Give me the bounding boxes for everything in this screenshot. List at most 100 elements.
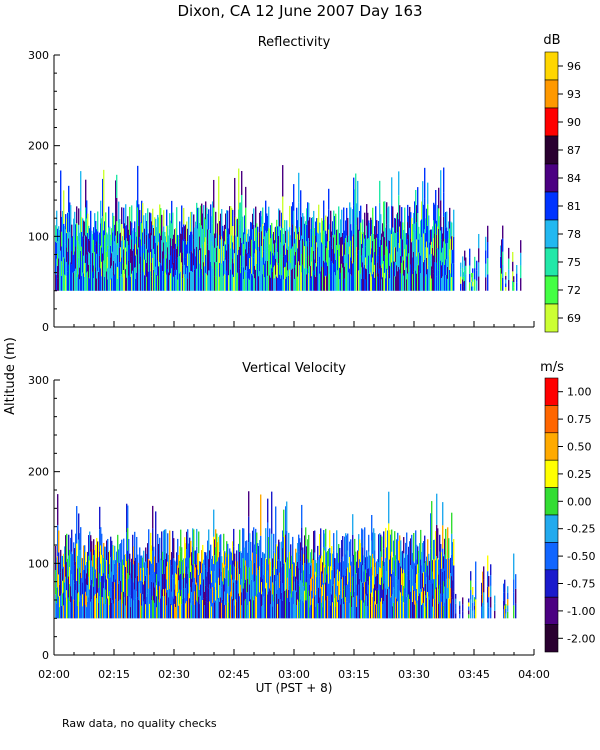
echo-cell bbox=[379, 180, 381, 203]
echo-cell bbox=[294, 255, 296, 268]
echo-cell bbox=[61, 593, 63, 606]
echo-cell bbox=[279, 542, 281, 558]
echo-cell bbox=[73, 561, 75, 581]
echo-cell bbox=[93, 227, 95, 240]
echo-cell bbox=[396, 214, 398, 240]
echo-cell bbox=[282, 600, 284, 619]
echo-cell bbox=[183, 588, 185, 604]
echo-cell bbox=[58, 274, 60, 291]
echo-cell bbox=[276, 593, 278, 619]
echo-cell bbox=[239, 202, 241, 225]
echo-cell bbox=[488, 607, 490, 619]
echo-cell bbox=[392, 227, 394, 249]
echo-cell bbox=[315, 583, 317, 596]
echo-cell bbox=[335, 213, 337, 230]
echo-cell bbox=[451, 277, 453, 291]
echo-cell bbox=[310, 565, 312, 579]
echo-cell bbox=[303, 586, 305, 603]
echo-cell bbox=[130, 561, 132, 574]
echo-cell bbox=[99, 244, 101, 256]
echo-cell bbox=[195, 221, 197, 239]
echo-cell bbox=[131, 205, 133, 223]
echo-cell bbox=[203, 233, 205, 263]
echo-cell bbox=[236, 601, 238, 619]
echo-cell bbox=[411, 217, 413, 243]
echo-cell bbox=[146, 248, 148, 263]
echo-cell bbox=[274, 278, 276, 291]
echo-cell bbox=[368, 220, 370, 238]
echo-cell bbox=[381, 577, 383, 598]
echo-cell bbox=[438, 187, 440, 209]
echo-cell bbox=[371, 592, 373, 619]
echo-cell bbox=[161, 265, 163, 291]
echo-cell bbox=[254, 544, 256, 563]
echo-cell bbox=[190, 271, 192, 291]
echo-cell bbox=[414, 268, 416, 291]
echo-cell bbox=[85, 262, 87, 291]
echo-cell bbox=[185, 558, 187, 574]
echo-cell bbox=[91, 599, 93, 619]
echo-cell bbox=[296, 269, 298, 291]
echo-cell bbox=[71, 573, 73, 597]
echo-cell bbox=[359, 230, 361, 251]
echo-cell bbox=[395, 247, 397, 262]
echo-cell bbox=[68, 576, 70, 598]
echo-cell bbox=[197, 602, 199, 619]
echo-cell bbox=[90, 585, 92, 602]
echo-cell bbox=[379, 533, 381, 551]
echo-cell bbox=[359, 270, 361, 291]
echo-cell bbox=[165, 272, 167, 291]
echo-cell bbox=[389, 530, 391, 560]
echo-cell bbox=[421, 551, 423, 566]
echo-cell bbox=[249, 584, 251, 602]
echo-cell bbox=[340, 255, 342, 273]
echo-cell bbox=[368, 273, 370, 291]
echo-cell bbox=[442, 262, 444, 277]
echo-cell bbox=[90, 264, 92, 291]
echo-cell bbox=[194, 577, 196, 592]
echo-cell bbox=[230, 564, 232, 579]
echo-cell bbox=[299, 227, 301, 240]
echo-cell bbox=[88, 576, 90, 598]
echo-cell bbox=[175, 584, 177, 596]
echo-cell bbox=[294, 243, 296, 256]
echo-cell bbox=[310, 241, 312, 254]
echo-cell bbox=[324, 601, 326, 619]
echo-cell bbox=[445, 528, 447, 559]
echo-cell bbox=[123, 565, 125, 592]
echo-cell bbox=[268, 536, 270, 565]
echo-cell bbox=[234, 177, 236, 216]
echo-cell bbox=[73, 580, 75, 600]
echo-cell bbox=[55, 241, 57, 259]
echo-cell bbox=[262, 274, 264, 291]
echo-cell bbox=[384, 561, 386, 581]
echo-cell bbox=[167, 225, 169, 248]
echo-cell bbox=[131, 578, 133, 599]
echo-cell bbox=[121, 224, 123, 241]
echo-cell bbox=[422, 235, 424, 264]
echo-cell bbox=[319, 239, 321, 257]
echo-cell bbox=[513, 279, 515, 283]
echo-cell bbox=[417, 600, 419, 619]
echo-cell bbox=[429, 230, 431, 243]
echo-cell bbox=[305, 545, 307, 564]
echo-cell bbox=[136, 536, 138, 565]
echo-cell bbox=[383, 548, 385, 567]
echo-cell bbox=[146, 220, 148, 235]
echo-cell bbox=[95, 267, 97, 291]
echo-cell bbox=[117, 243, 119, 255]
echo-cell bbox=[151, 235, 153, 250]
echo-cell bbox=[390, 597, 392, 619]
echo-cell bbox=[383, 531, 385, 549]
echo-cell bbox=[120, 599, 122, 619]
echo-cell bbox=[412, 274, 414, 291]
echo-cell bbox=[219, 535, 221, 552]
y-tick-label: 0 bbox=[42, 321, 49, 334]
echo-cell bbox=[141, 268, 143, 291]
echo-cell bbox=[387, 269, 389, 291]
colorbar-label: 84 bbox=[567, 172, 581, 185]
echo-cell bbox=[406, 532, 408, 554]
echo-cell bbox=[259, 592, 261, 619]
colorbar-swatch bbox=[544, 596, 559, 625]
